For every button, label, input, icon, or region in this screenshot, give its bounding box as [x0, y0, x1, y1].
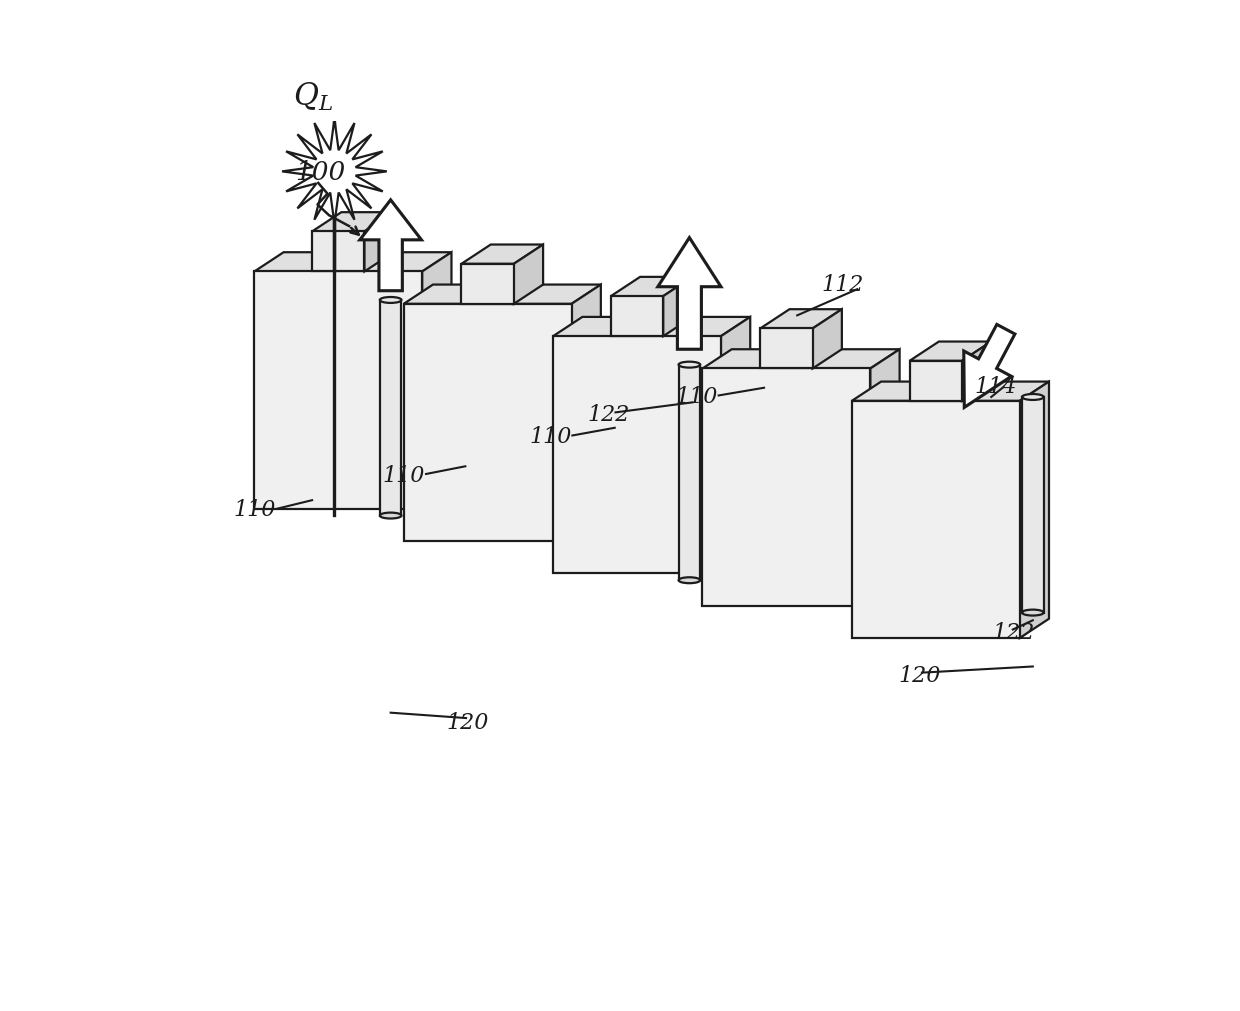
- Polygon shape: [422, 252, 451, 509]
- Polygon shape: [404, 284, 601, 304]
- Polygon shape: [812, 309, 842, 368]
- Polygon shape: [910, 342, 991, 361]
- Polygon shape: [760, 329, 812, 368]
- Polygon shape: [312, 232, 365, 272]
- Polygon shape: [281, 119, 387, 223]
- Polygon shape: [678, 365, 701, 580]
- Text: 110: 110: [529, 426, 572, 448]
- Ellipse shape: [1022, 610, 1044, 616]
- Text: 122: 122: [993, 623, 1035, 644]
- Polygon shape: [553, 316, 750, 336]
- Polygon shape: [910, 361, 962, 400]
- Polygon shape: [572, 284, 601, 541]
- Text: 110: 110: [233, 499, 277, 521]
- Polygon shape: [962, 342, 991, 400]
- Text: 120: 120: [899, 664, 941, 686]
- Text: 114: 114: [975, 376, 1017, 398]
- Text: 110: 110: [383, 464, 425, 486]
- Polygon shape: [461, 245, 543, 264]
- Polygon shape: [461, 264, 513, 304]
- Polygon shape: [1022, 397, 1044, 613]
- Text: 120: 120: [446, 713, 490, 734]
- Polygon shape: [513, 245, 543, 304]
- Polygon shape: [254, 252, 451, 272]
- Polygon shape: [658, 238, 720, 349]
- Polygon shape: [720, 316, 750, 573]
- Text: $Q_L$: $Q_L$: [293, 81, 332, 113]
- Ellipse shape: [379, 513, 402, 519]
- Polygon shape: [360, 200, 422, 291]
- Text: 112: 112: [822, 274, 864, 295]
- Polygon shape: [365, 212, 394, 272]
- Polygon shape: [312, 212, 394, 232]
- Polygon shape: [663, 277, 692, 336]
- Text: 110: 110: [676, 386, 718, 408]
- Polygon shape: [1019, 381, 1049, 638]
- Polygon shape: [870, 349, 899, 606]
- Polygon shape: [404, 304, 572, 541]
- Polygon shape: [852, 400, 1019, 638]
- Ellipse shape: [678, 362, 701, 368]
- Ellipse shape: [678, 577, 701, 583]
- Polygon shape: [852, 381, 1049, 400]
- Polygon shape: [703, 349, 899, 368]
- Ellipse shape: [379, 297, 402, 303]
- Polygon shape: [254, 272, 422, 509]
- Polygon shape: [760, 309, 842, 329]
- Polygon shape: [611, 277, 692, 296]
- Text: 122: 122: [588, 404, 630, 427]
- Ellipse shape: [1022, 394, 1044, 400]
- Polygon shape: [703, 368, 870, 606]
- Polygon shape: [611, 296, 663, 336]
- Polygon shape: [963, 325, 1014, 407]
- Polygon shape: [379, 300, 402, 516]
- Text: 100: 100: [295, 161, 346, 185]
- Polygon shape: [553, 336, 720, 573]
